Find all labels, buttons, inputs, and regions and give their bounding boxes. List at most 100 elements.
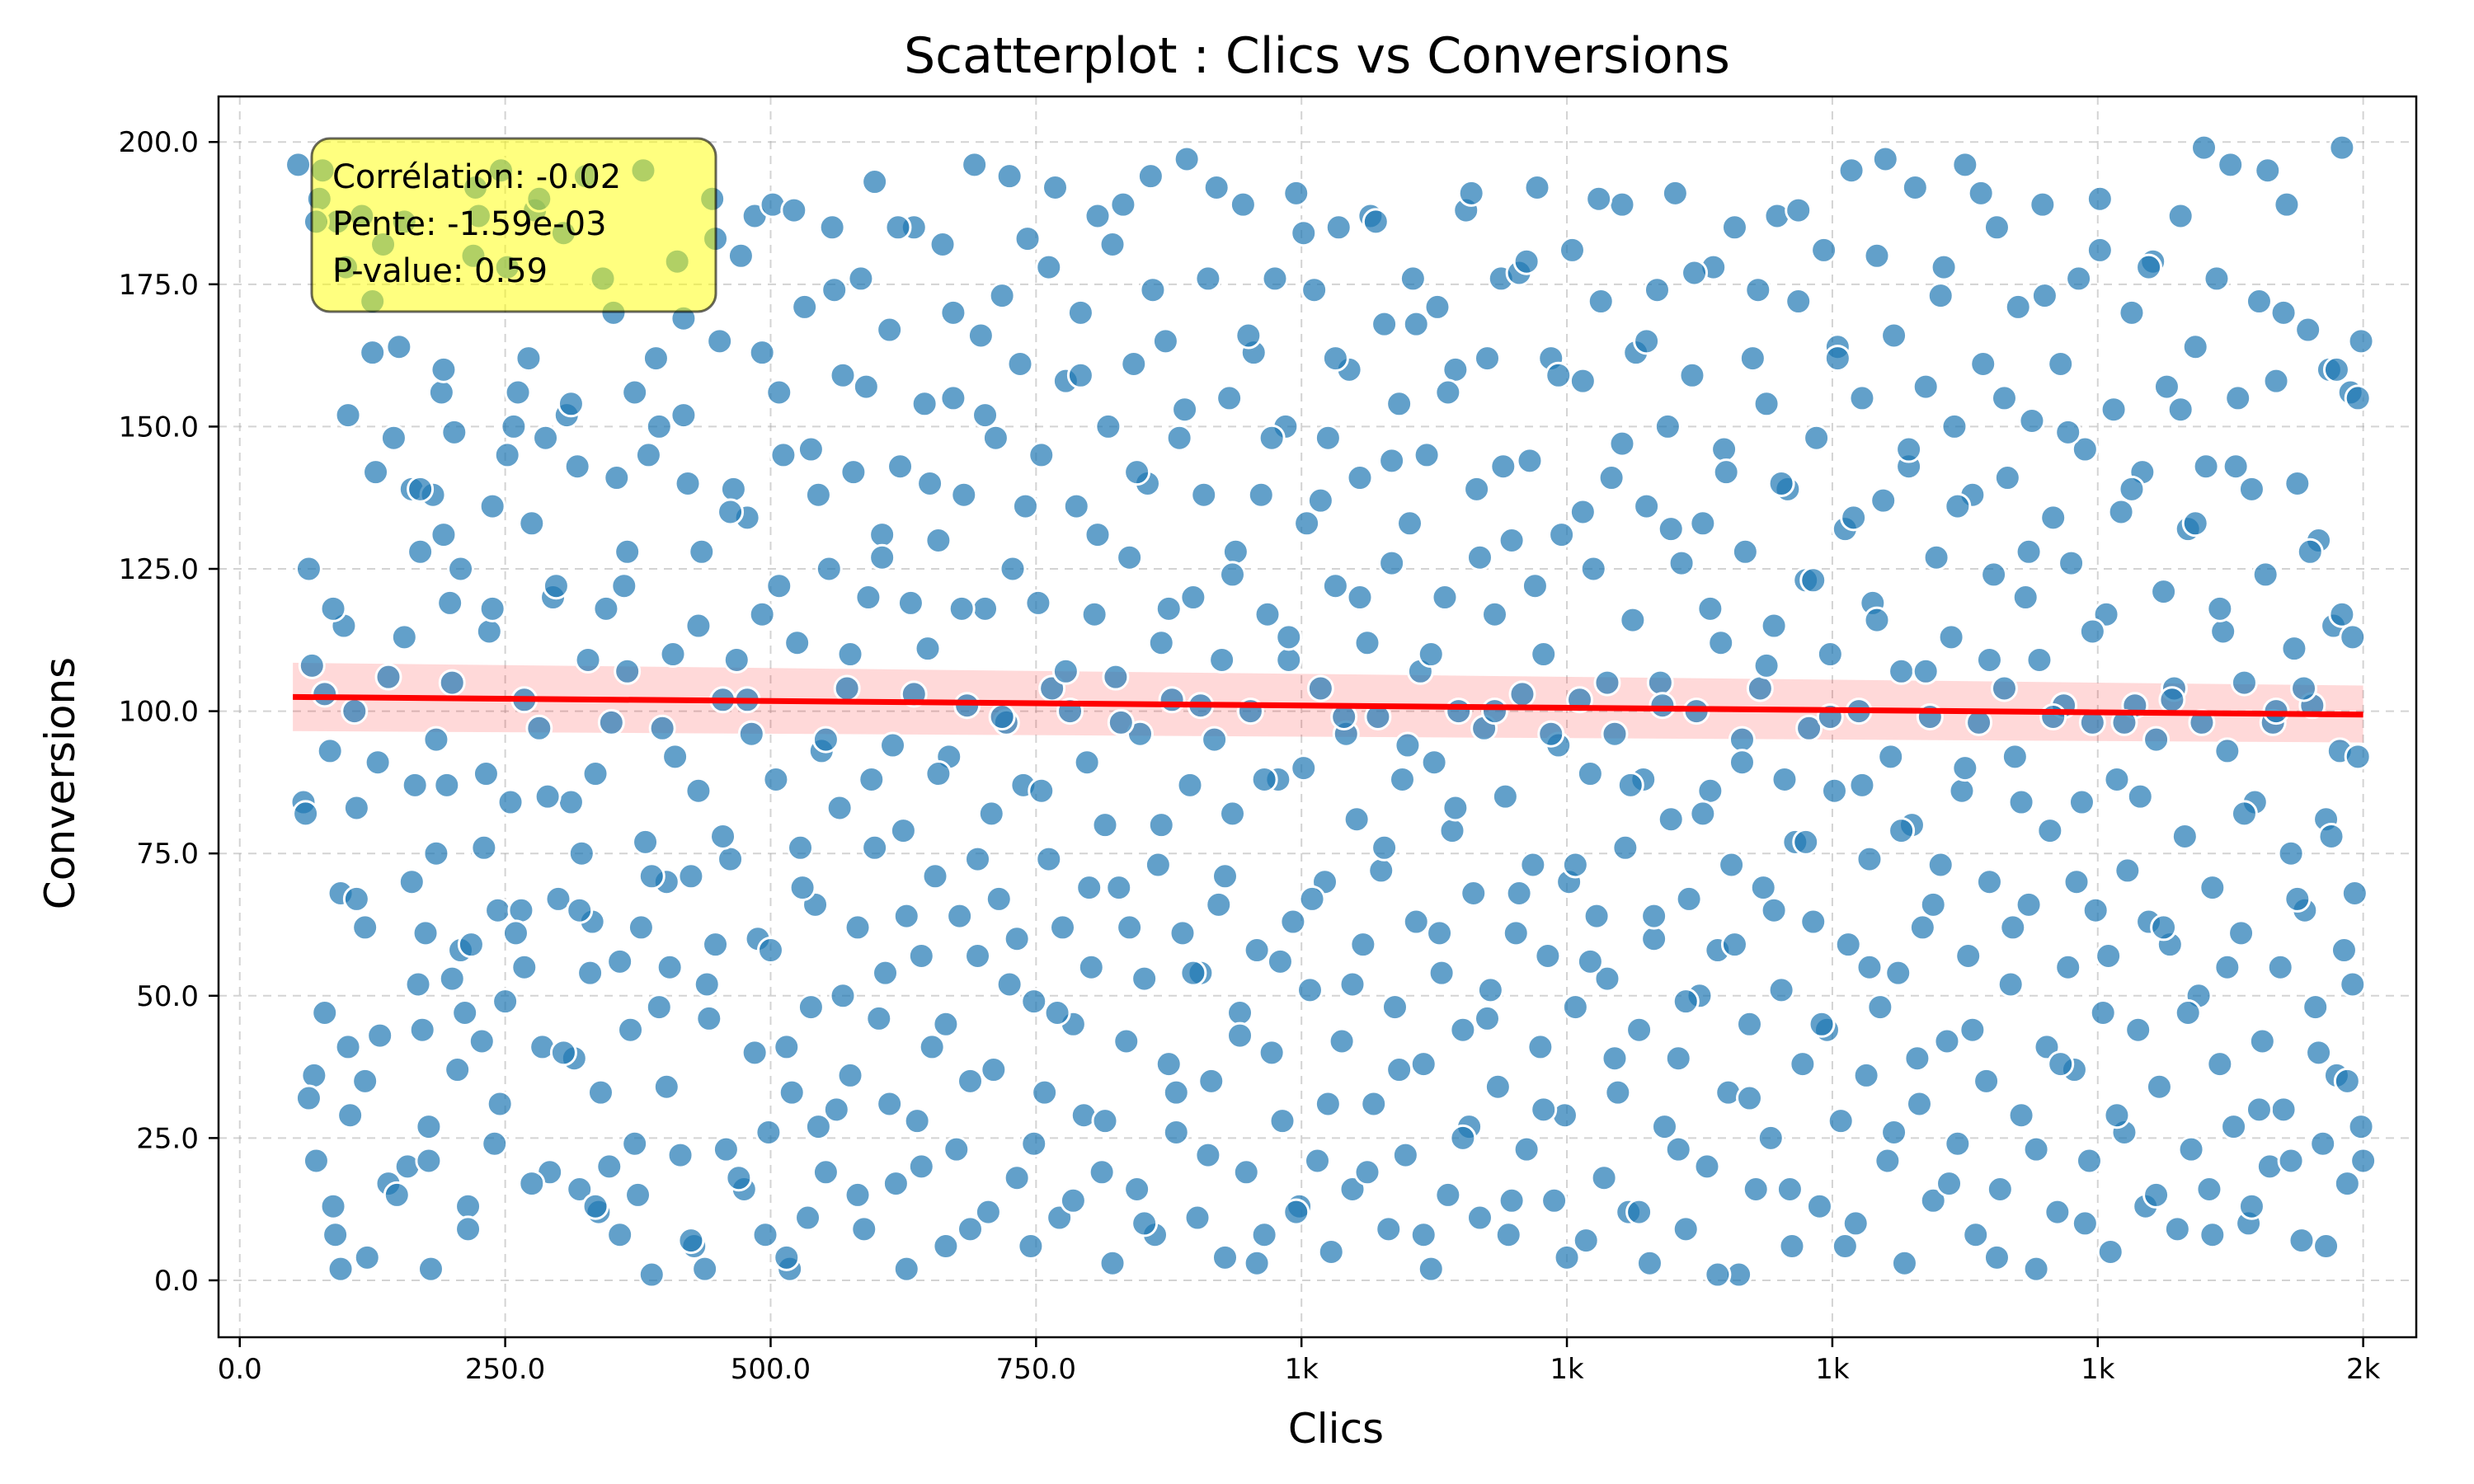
data-point [2001,743,2029,771]
data-point [1183,1204,1211,1232]
data-point [2237,1192,2265,1220]
data-point [695,1004,723,1032]
data-point [1028,441,1056,469]
data-point [430,355,458,383]
y-tick-label: 25.0 [136,1122,199,1155]
data-point [1693,1153,1721,1181]
data-point [468,1027,496,1055]
data-point [1505,880,1533,908]
data-points [285,134,2378,1289]
data-point [2071,1209,2099,1237]
data-point [709,822,737,850]
data-point [1226,1021,1254,1050]
data-point [1728,726,1756,754]
data-point [1112,1027,1141,1055]
data-point [884,214,912,242]
data-point [362,458,390,486]
data-point [2015,890,2043,918]
data-point [804,1113,832,1141]
data-point [821,276,849,304]
data-point [1091,1107,1119,1135]
data-point [765,572,793,600]
data-point [302,1147,330,1175]
data-point [1306,674,1334,702]
data-point [1661,179,1689,207]
data-point [2124,1016,2152,1044]
data-point [2273,190,2301,218]
plot-area-frame [217,95,2418,1339]
data-point [1649,692,1677,720]
data-point [844,913,872,942]
data-point [2086,236,2114,264]
data-point [1752,390,1780,418]
data-point [2277,839,2305,867]
data-point [892,1255,920,1283]
data-point [1640,902,1668,930]
data-point [825,794,854,822]
data-point [1235,322,1263,350]
data-point [1202,173,1230,201]
data-point [2078,618,2106,646]
data-point [2284,885,2312,913]
data-point [2347,327,2375,355]
data-point [447,555,475,583]
data-point [1646,669,1674,697]
data-point [1548,521,1576,549]
data-point [1380,993,1409,1021]
data-point [2107,498,2135,526]
data-point [929,230,957,258]
data-point [475,618,503,646]
data-point [1275,623,1303,651]
stats-box-background [310,137,717,313]
data-point [1593,669,1621,697]
data-point [2036,817,2064,845]
data-point [1378,447,1406,475]
data-point [478,594,506,622]
data-point [2096,1237,2124,1266]
x-tick-label: 1k [1550,1353,1584,1386]
data-point [1378,549,1406,577]
data-point [1856,845,1884,873]
data-point [1158,686,1186,714]
data-point [492,988,520,1016]
data-point [1710,435,1738,463]
data-point [2190,134,2218,162]
y-tick-label: 125.0 [119,553,199,586]
data-point [2224,384,2252,412]
data-point [907,1153,935,1181]
data-point [1219,561,1247,589]
data-point [422,839,450,867]
data-point [2163,1215,2191,1243]
data-point [2065,265,2093,293]
data-point [1993,464,2021,492]
data-point [1840,504,1868,532]
data-point [1062,492,1090,520]
data-point [1856,953,1884,981]
data-point [833,674,861,702]
data-point [1633,327,1661,355]
data-point [298,651,326,679]
data-point [1944,492,1972,520]
data-point [1463,475,1491,503]
data-point [515,345,543,373]
data-point [334,1033,362,1061]
data-point [586,1078,614,1106]
data-point [2269,1096,2298,1124]
data-point [939,384,967,412]
data-point [2135,253,2163,281]
data-point [1427,959,1456,987]
data-point [1561,993,1589,1021]
data-point [1901,173,1929,201]
data-point [1116,913,1144,942]
data-point [2015,538,2043,566]
data-point [1162,1118,1190,1146]
data-point [2007,788,2035,816]
data-point [2118,298,2146,326]
data-point [932,1233,960,1261]
data-point [1250,765,1278,793]
data-point [1484,1073,1512,1101]
data-point [518,1170,546,1198]
data-point [1831,1233,1859,1261]
data-point [2075,1147,2103,1175]
data-point [2339,623,2367,651]
